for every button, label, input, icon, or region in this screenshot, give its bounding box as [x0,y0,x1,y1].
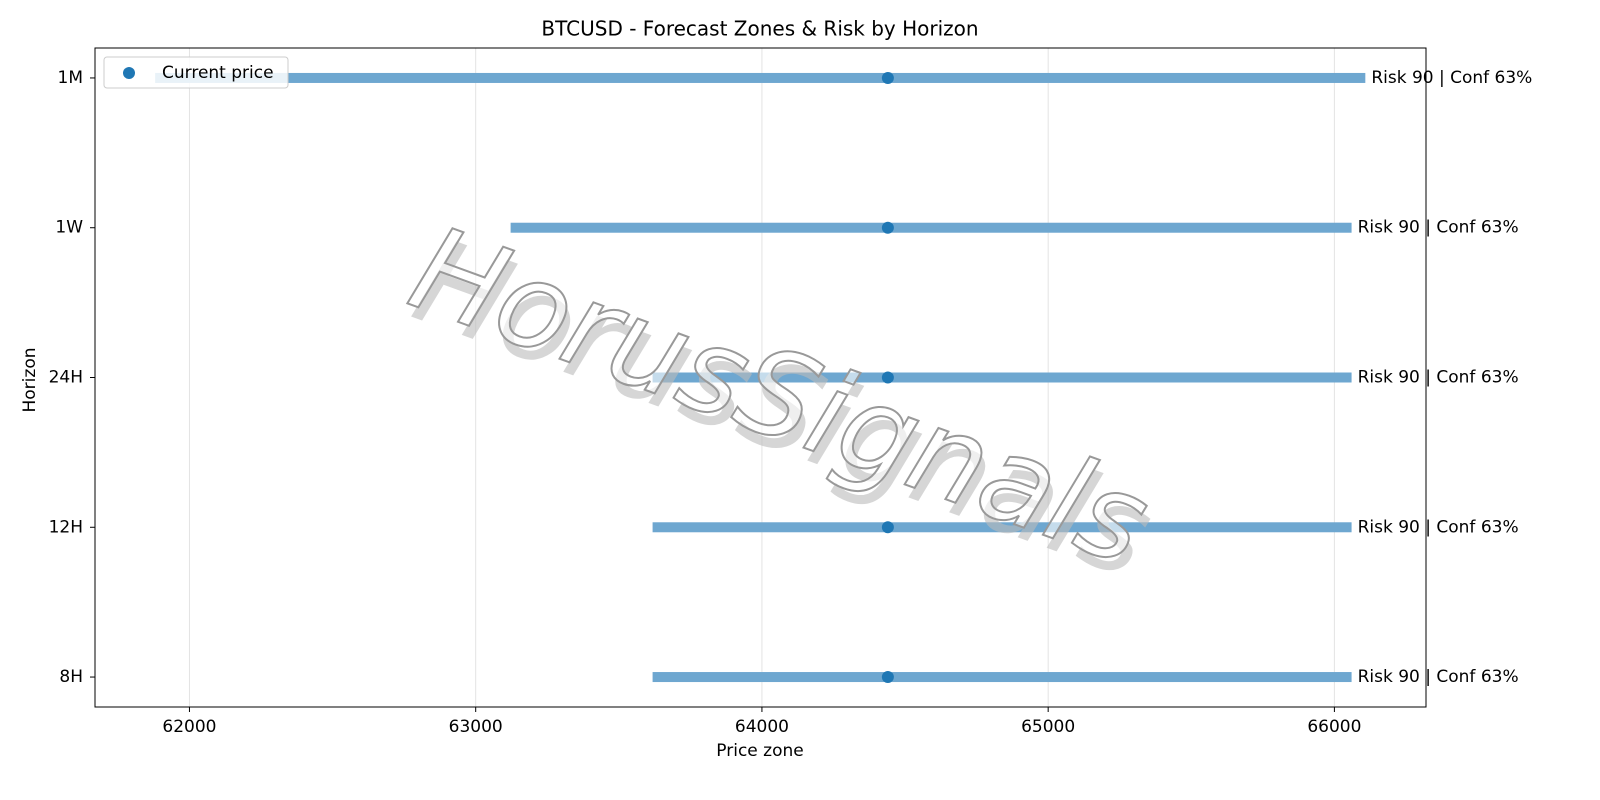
annotation: Risk 90 | Conf 63% [1358,667,1519,687]
zone-bar [652,522,1352,533]
y-axis-label: Horizon [20,348,40,413]
x-axis-label: Price zone [716,741,803,761]
current-price [881,521,894,534]
y-tick-label: 8H [59,667,83,687]
x-tick-label: 65000 [1021,717,1075,737]
zone-bar [155,72,1366,83]
marks [155,71,1366,684]
current-price [881,221,894,234]
annotation: Risk 90 | Conf 63% [1371,68,1532,88]
chart-title: BTCUSD - Forecast Zones & Risk by Horizo… [541,17,978,41]
legend-box [103,56,289,89]
x-tick-label: 62000 [162,717,216,737]
y-tick-label: 1M [58,68,83,88]
legend: Current price [103,56,289,89]
x-tick-label: 63000 [449,717,503,737]
zone-bar [652,672,1352,683]
y-tick-label: 1W [55,218,83,238]
zone-bar [652,372,1352,383]
current-price [881,71,894,84]
x-tick-label: 66000 [1307,717,1361,737]
legend-marker [123,67,135,79]
zone-bar [510,222,1352,233]
current-price [881,371,894,384]
current-price [881,671,894,684]
annotation: Risk 90 | Conf 63% [1358,368,1519,388]
y-tick-label: 24H [49,368,83,388]
legend-label: Current price [162,63,274,83]
annotation: Risk 90 | Conf 63% [1358,218,1519,238]
y-tick-label: 12H [49,517,83,537]
annotation: Risk 90 | Conf 63% [1358,517,1519,537]
x-tick-label: 64000 [735,717,789,737]
watermark: HorusSignals [395,199,1165,592]
